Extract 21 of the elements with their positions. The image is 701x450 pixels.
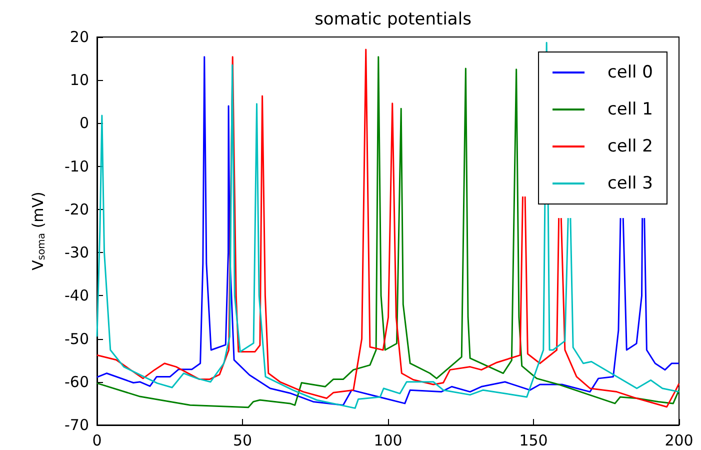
- y-tick-label: -50: [64, 330, 89, 348]
- y-tick-label: -20: [64, 200, 89, 218]
- legend-label: cell 0: [608, 62, 654, 82]
- y-axis-title: Vsoma (mV): [29, 192, 48, 270]
- y-tick-label: 10: [70, 71, 89, 90]
- x-tick-label: 150: [519, 432, 548, 450]
- y-tick-label: -40: [64, 286, 89, 305]
- x-tick-label: 0: [92, 432, 102, 450]
- legend-label: cell 2: [608, 136, 654, 156]
- y-tick-label: -30: [64, 244, 89, 262]
- y-tick-label: -10: [64, 157, 89, 176]
- y-tick-label: 0: [79, 114, 89, 132]
- legend-label: cell 3: [608, 174, 654, 194]
- x-tick-label: 200: [664, 432, 694, 450]
- legend-label: cell 1: [608, 100, 654, 120]
- y-tick-label: -60: [64, 372, 89, 391]
- chart-title: somatic potentials: [314, 10, 472, 30]
- y-tick-label: -70: [64, 416, 89, 434]
- x-tick-label: 50: [232, 432, 252, 450]
- x-tick-label: 100: [374, 432, 402, 450]
- y-tick-label: 20: [70, 28, 89, 46]
